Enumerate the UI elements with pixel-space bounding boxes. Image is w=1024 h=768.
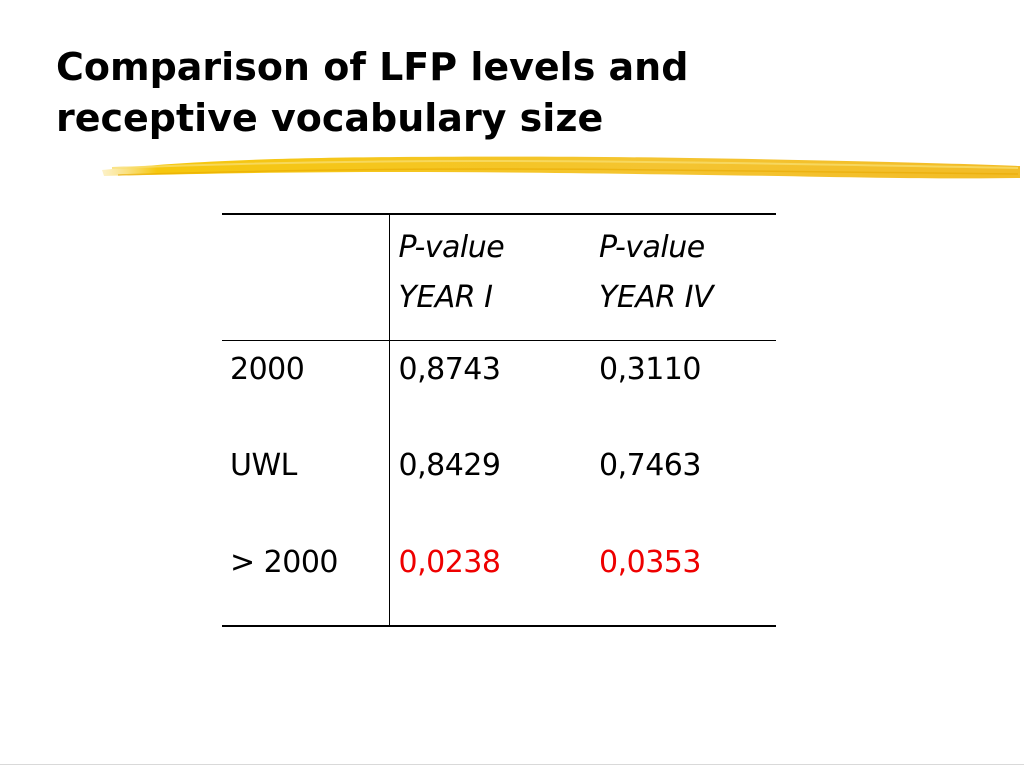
row-year4-value: 0,7463 (599, 448, 701, 483)
table-row: UWL 0,8429 0,7463 (222, 437, 776, 534)
header-cell-year1: P-value YEAR I (388, 213, 589, 341)
header-cell-year4: P-value YEAR IV (589, 213, 776, 341)
table-header-row: P-value YEAR I P-value YEAR IV (222, 213, 776, 341)
title-line-1: Comparison of LFP levels and (56, 45, 689, 89)
row-year4-value-significant: 0,0353 (589, 534, 776, 627)
row-year1-value: 0,8429 (388, 437, 589, 534)
slide-title: Comparison of LFP levels and receptive v… (56, 42, 956, 144)
row-label: UWL (230, 448, 297, 483)
table-row: 2000 0,8743 0,3110 (222, 340, 776, 437)
table-row: > 2000 0,0238 0,0353 (222, 534, 776, 627)
title-line-2: receptive vocabulary size (56, 96, 604, 140)
header-year4-line1: P-value (599, 230, 705, 265)
header-year1-line1: P-value (398, 230, 505, 265)
header-year1-line2: YEAR I (398, 280, 494, 315)
row-year1-value-significant: 0,0238 (388, 534, 589, 627)
row-label: > 2000 (222, 534, 389, 627)
row-year4-value: 0,3110 (599, 351, 701, 387)
header-cell-empty (222, 213, 389, 341)
row-label: 2000 (230, 351, 305, 387)
row-year1-value: 0,8743 (388, 340, 589, 437)
title-brush-underline (102, 156, 1020, 179)
p-value-table: P-value YEAR I P-value YEAR IV 2000 0,87… (222, 213, 776, 627)
footer-divider (0, 764, 1024, 765)
header-year4-line2: YEAR IV (599, 280, 714, 315)
